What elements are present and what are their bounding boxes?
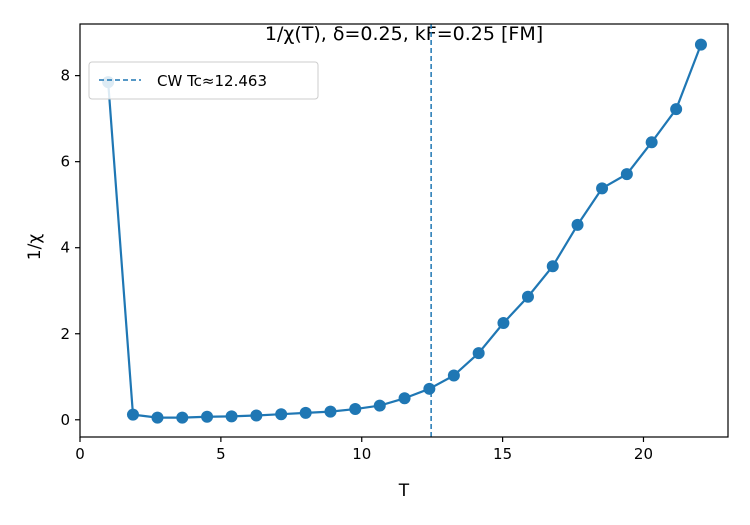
x-tick-label: 10 [352,445,371,463]
data-point [151,411,164,424]
data-point [497,316,510,329]
data-point [275,408,288,421]
data-point [349,403,362,416]
chart-title: 1/χ(T), δ=0.25, kF=0.25 [FM] [265,23,543,45]
data-point [645,136,658,149]
x-tick-label: 0 [75,445,85,463]
y-tick-label: 6 [60,153,70,171]
legend-box [88,61,319,100]
data-point [546,260,559,273]
plot-layer [102,24,707,437]
data-point [521,290,534,303]
x-tick-label: 20 [634,445,653,463]
x-tick-label: 5 [216,445,226,463]
data-point [373,399,386,412]
data-point [250,409,263,422]
y-tick-label: 2 [60,325,70,343]
data-point [670,103,683,116]
data-point [398,392,411,405]
data-point [423,382,436,395]
legend-entry-cw-tc: CW Tc≈12.463 [157,72,267,90]
data-point [571,218,584,231]
data-point [225,410,238,423]
y-tick-label: 4 [60,239,70,257]
plot-area-frame [79,23,729,438]
data-point [176,411,189,424]
data-point [324,405,337,418]
data-point [596,182,609,195]
y-axis-label: 1/χ [25,234,45,261]
data-point [126,408,139,421]
data-point [472,347,485,360]
y-tick-label: 8 [60,67,70,85]
data-point [299,406,312,419]
data-point [620,168,633,181]
data-point [447,369,460,382]
y-axis: 0 2 4 6 8 [60,67,80,429]
x-tick-label: 15 [493,445,512,463]
x-axis: 0 5 10 15 20 [75,437,653,463]
y-tick-label: 0 [60,411,70,429]
legend: CW Tc≈12.463 [88,61,319,100]
series-line [107,44,702,419]
x-axis-label: T [398,481,410,501]
data-point [694,38,707,51]
data-point [201,410,214,423]
